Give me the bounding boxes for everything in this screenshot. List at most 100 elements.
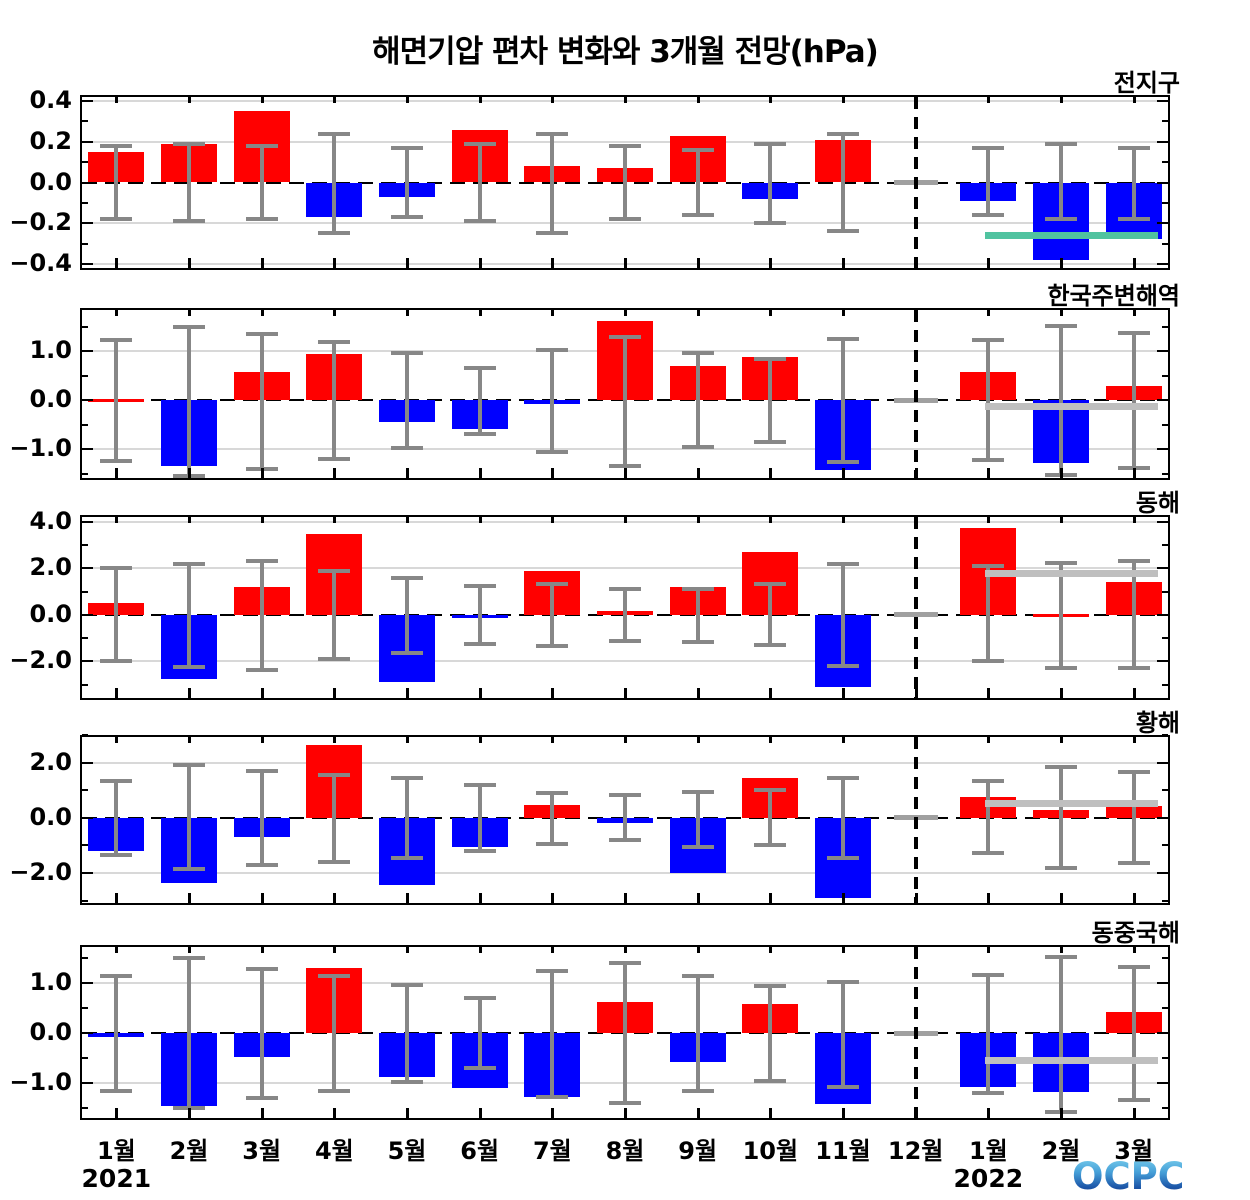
error-bar-cap bbox=[1117, 965, 1150, 969]
x-tick-mark bbox=[260, 468, 264, 478]
y-tick-mark bbox=[1157, 399, 1168, 402]
y-minor-tick-mark bbox=[1162, 734, 1168, 736]
x-tick-mark bbox=[696, 310, 700, 316]
error-bar-line bbox=[695, 589, 700, 642]
error-bar-cap bbox=[536, 231, 569, 236]
error-bar-line bbox=[841, 339, 845, 463]
y-tick-mark bbox=[82, 100, 93, 103]
x-tick-mark bbox=[478, 947, 482, 953]
y-minor-tick-mark bbox=[82, 472, 88, 475]
x-tick-mark bbox=[1060, 1108, 1063, 1118]
x-tick-mark bbox=[769, 310, 773, 316]
forecast-mean-line bbox=[985, 800, 1158, 808]
error-bar-cap bbox=[245, 1096, 278, 1100]
x-tick-mark bbox=[1132, 737, 1136, 743]
error-bar-cap bbox=[972, 338, 1005, 343]
x-tick-mark bbox=[333, 688, 337, 698]
x-tick-mark bbox=[478, 893, 482, 903]
x-tick-label: 1월 bbox=[96, 1137, 136, 1165]
error-bar-cap bbox=[827, 664, 859, 669]
error-bar-line bbox=[768, 789, 773, 845]
y-minor-tick-mark bbox=[82, 325, 88, 328]
error-bar-cap bbox=[463, 641, 496, 646]
x-tick-mark bbox=[333, 1108, 337, 1118]
x-tick-mark bbox=[696, 737, 700, 743]
y-minor-tick-mark bbox=[82, 374, 88, 377]
x-tick-mark bbox=[914, 97, 918, 103]
x-tick-mark bbox=[115, 893, 119, 903]
error-bar-cap bbox=[100, 338, 133, 343]
y-tick-mark bbox=[1157, 1082, 1168, 1084]
x-tick-mark bbox=[1132, 1108, 1136, 1118]
y-minor-tick-mark bbox=[82, 683, 88, 686]
x-tick-mark bbox=[333, 947, 337, 953]
error-bar-cap bbox=[1045, 217, 1077, 222]
x-tick-mark bbox=[1060, 737, 1063, 743]
y-minor-tick-mark bbox=[1162, 683, 1168, 686]
x-tick-mark bbox=[115, 688, 119, 698]
error-bar-cap bbox=[536, 968, 569, 973]
y-minor-tick-mark bbox=[1162, 590, 1168, 593]
y-tick-label: −2.0 bbox=[9, 646, 72, 675]
error-bar-cap bbox=[245, 217, 278, 222]
x-tick-mark bbox=[842, 258, 845, 268]
x-tick-mark bbox=[551, 947, 555, 953]
y-minor-tick-mark bbox=[1162, 899, 1168, 902]
error-bar-cap bbox=[391, 1079, 423, 1084]
error-bar-line bbox=[187, 326, 191, 477]
y-minor-tick-mark bbox=[82, 1107, 88, 1109]
x-tick-mark bbox=[333, 893, 337, 903]
error-bar-line bbox=[405, 984, 409, 1082]
x-tick-mark bbox=[406, 947, 409, 953]
error-bar-line bbox=[332, 775, 337, 862]
y-tick-label: 0.0 bbox=[29, 167, 72, 196]
error-bar-line bbox=[550, 583, 555, 647]
y-minor-tick-mark bbox=[1162, 472, 1168, 475]
error-bar-cap bbox=[754, 581, 787, 586]
x-tick-mark bbox=[260, 258, 264, 268]
y-tick-mark bbox=[82, 520, 93, 523]
error-bar-line bbox=[114, 145, 119, 220]
error-bar-line bbox=[332, 975, 337, 1091]
error-bar-cap bbox=[1117, 145, 1150, 150]
error-bar-cap bbox=[391, 215, 423, 220]
error-bar-cap bbox=[463, 848, 496, 853]
y-minor-tick-mark bbox=[82, 844, 88, 847]
error-bar-line bbox=[114, 340, 119, 461]
y-minor-tick-mark bbox=[1162, 120, 1168, 123]
error-bar-line bbox=[114, 780, 119, 856]
y-tick-label: −1.0 bbox=[9, 434, 72, 463]
x-tick-label: 5월 bbox=[387, 1137, 427, 1165]
y-tick-mark bbox=[1157, 982, 1168, 984]
error-bar-cap bbox=[245, 967, 278, 971]
y-minor-tick-mark bbox=[82, 899, 88, 902]
x-tick-mark bbox=[842, 893, 845, 903]
error-bar-cap bbox=[827, 460, 859, 465]
error-bar-line bbox=[986, 566, 991, 662]
x-tick-mark bbox=[188, 893, 191, 903]
error-bar-cap bbox=[318, 1088, 351, 1093]
error-bar-line bbox=[841, 982, 845, 1087]
error-bar-cap bbox=[245, 331, 278, 336]
x-tick-mark bbox=[115, 468, 119, 478]
error-bar-cap bbox=[245, 559, 278, 564]
error-bar-line bbox=[1131, 332, 1136, 469]
error-bar-cap bbox=[463, 365, 496, 370]
error-bar-cap bbox=[609, 961, 641, 965]
gridline bbox=[82, 871, 1168, 874]
error-bar-cap bbox=[100, 143, 133, 148]
x-tick-mark bbox=[406, 468, 409, 478]
y-tick-mark bbox=[1157, 222, 1168, 225]
y-minor-tick-mark bbox=[1162, 161, 1168, 164]
y-tick-label: 1.0 bbox=[29, 968, 72, 996]
error-bar-cap bbox=[1045, 141, 1077, 146]
forecast-divider bbox=[913, 310, 918, 478]
error-bar-line bbox=[986, 147, 991, 216]
y-tick-label: 0.2 bbox=[29, 126, 72, 155]
error-bar-cap bbox=[245, 667, 278, 672]
error-bar-cap bbox=[681, 351, 714, 356]
error-bar-cap bbox=[1045, 666, 1077, 671]
x-tick-mark bbox=[333, 310, 337, 316]
